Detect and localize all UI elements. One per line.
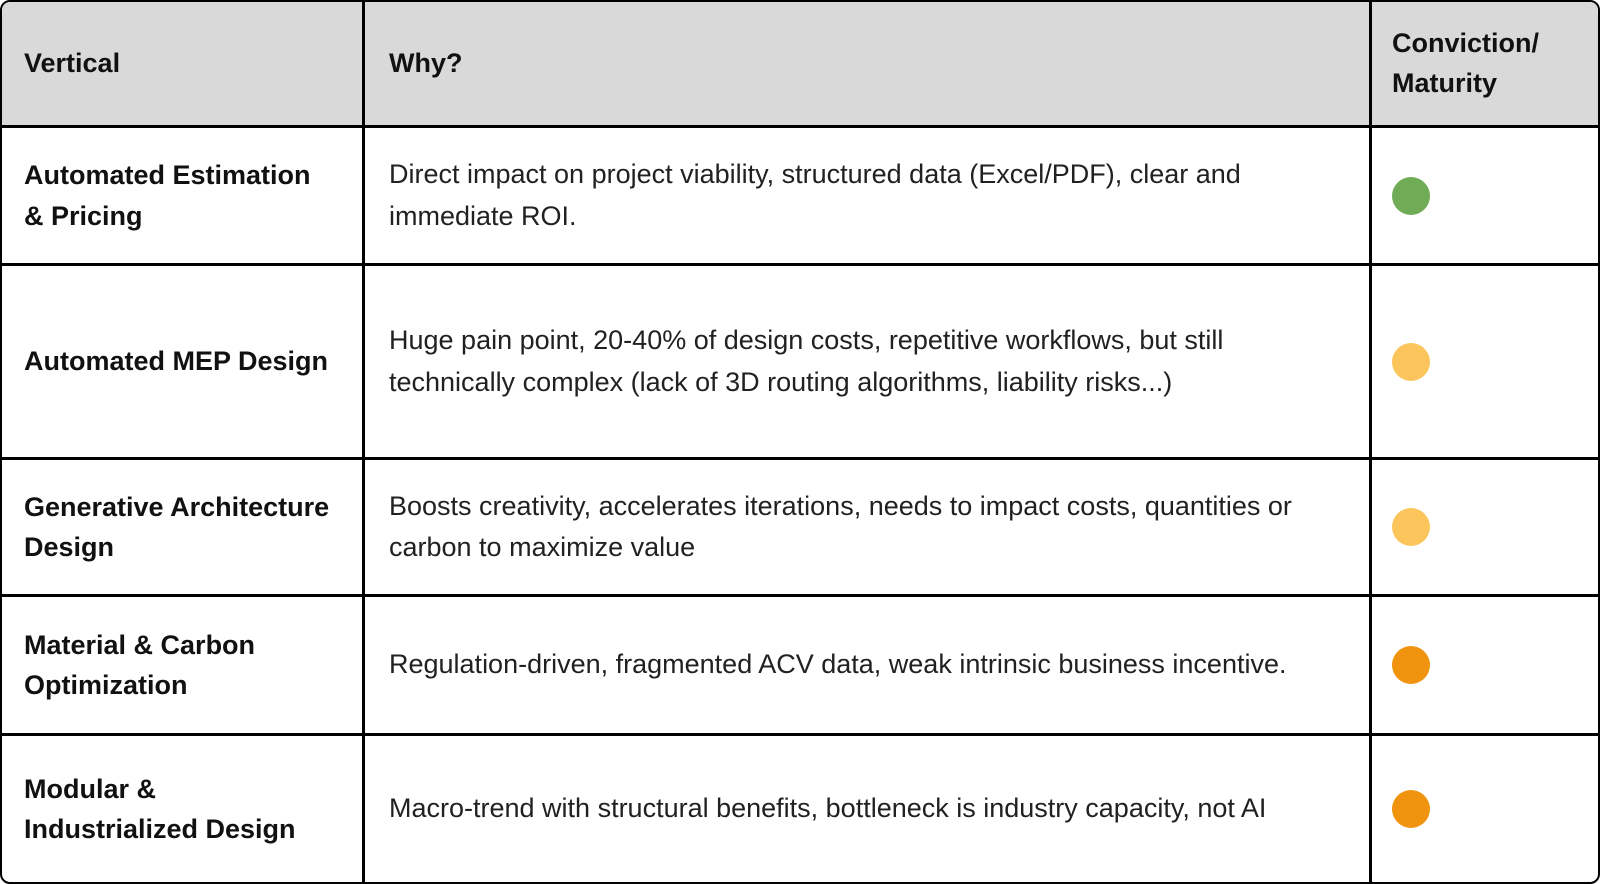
conviction-cell — [1369, 736, 1598, 882]
why-text: Boosts creativity, accelerates iteration… — [389, 490, 1292, 562]
table-row: Generative Architecture Design Boosts cr… — [2, 457, 1598, 594]
header-conviction-line-1: Conviction/ — [1392, 28, 1539, 59]
vertical-cell: Automated MEP Design — [2, 266, 362, 457]
table-header-row: Vertical Why? Conviction/ Maturity — [2, 2, 1598, 125]
table-row: Automated MEP Design Huge pain point, 20… — [2, 263, 1598, 457]
vertical-cell: Material & Carbon Optimization — [2, 597, 362, 733]
header-vertical: Vertical — [24, 47, 121, 78]
header-conviction-line-2: Maturity — [1392, 67, 1498, 98]
table-row: Modular & Industrialized Design Macro-tr… — [2, 733, 1598, 882]
vertical-label: Automated MEP Design — [24, 346, 329, 377]
why-cell: Regulation-driven, fragmented ACV data, … — [362, 597, 1369, 733]
conviction-cell — [1369, 597, 1598, 733]
why-cell: Huge pain point, 20-40% of design costs,… — [362, 266, 1369, 457]
conviction-cell — [1369, 460, 1598, 594]
header-conviction: Conviction/ Maturity — [1369, 2, 1598, 125]
conviction-cell — [1369, 266, 1598, 457]
vertical-label: Generative Architecture Design — [24, 491, 330, 563]
why-text: Direct impact on project viability, stru… — [389, 159, 1241, 231]
conviction-dot — [1392, 508, 1430, 546]
conviction-dot — [1392, 342, 1430, 381]
why-text: Huge pain point, 20-40% of design costs,… — [389, 325, 1224, 397]
header-why: Why? — [362, 2, 1369, 125]
why-text: Regulation-driven, fragmented ACV data, … — [389, 649, 1287, 680]
vertical-cell: Generative Architecture Design — [2, 460, 362, 594]
conviction-dot — [1392, 790, 1430, 828]
vertical-label: Modular & Industrialized Design — [24, 773, 296, 845]
why-cell: Macro-trend with structural benefits, bo… — [362, 736, 1369, 882]
conviction-cell — [1369, 128, 1598, 263]
why-cell: Boosts creativity, accelerates iteration… — [362, 460, 1369, 594]
why-cell: Direct impact on project viability, stru… — [362, 128, 1369, 263]
why-text: Macro-trend with structural benefits, bo… — [389, 793, 1267, 824]
vertical-cell: Modular & Industrialized Design — [2, 736, 362, 882]
table-row: Material & Carbon Optimization Regulatio… — [2, 594, 1598, 733]
vertical-label: Material & Carbon Optimization — [24, 629, 256, 701]
conviction-dot — [1392, 176, 1430, 215]
conviction-dot — [1392, 646, 1430, 684]
header-conviction-label: Conviction/ Maturity — [1392, 24, 1539, 102]
vertical-cell: Automated Estimation & Pricing — [2, 128, 362, 263]
table-row: Automated Estimation & Pricing Direct im… — [2, 125, 1598, 263]
vertical-label: Automated Estimation & Pricing — [24, 160, 311, 231]
